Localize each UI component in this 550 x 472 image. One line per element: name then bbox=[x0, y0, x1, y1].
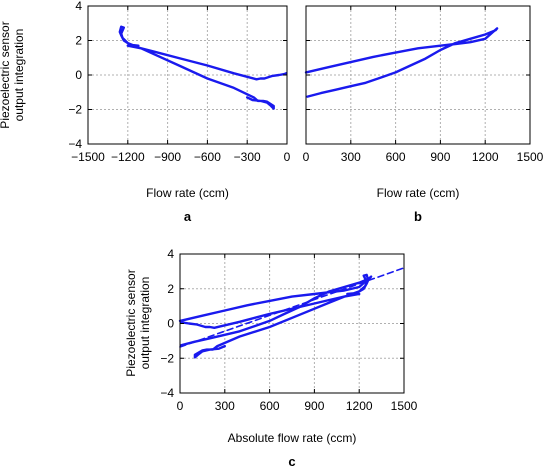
panel-c: 0 300 600 900 1200 1500 −4 −2 0 2 4 Absolute flow r… bbox=[124, 247, 418, 469]
x-tick-label: 300 bbox=[215, 399, 235, 413]
series-line bbox=[304, 27, 499, 98]
y-tick-label: 4 bbox=[75, 0, 82, 13]
x-tick-label: 900 bbox=[430, 150, 450, 164]
y-tick-label: 0 bbox=[75, 68, 82, 82]
x-tick-label: −1200 bbox=[111, 150, 145, 164]
y-tick-label: −2 bbox=[160, 351, 174, 365]
y-tick-label: 2 bbox=[75, 34, 82, 48]
x-axis-label: Flow rate (ccm) bbox=[377, 186, 460, 200]
x-tick-label: 300 bbox=[341, 150, 361, 164]
x-tick-label: 1500 bbox=[517, 150, 544, 164]
x-tick-label: 600 bbox=[386, 150, 406, 164]
x-tick-label: 1200 bbox=[472, 150, 499, 164]
y-tick-label: −2 bbox=[68, 103, 82, 117]
x-tick-label: 0 bbox=[303, 150, 310, 164]
x-tick-label: −900 bbox=[154, 150, 181, 164]
x-tick-label: 600 bbox=[260, 399, 280, 413]
y-axis-label-line: output integration bbox=[138, 277, 152, 370]
series-line bbox=[178, 275, 373, 347]
x-tick-label: −1500 bbox=[71, 150, 105, 164]
x-tick-label: 0 bbox=[177, 399, 184, 413]
x-tick-label: −600 bbox=[194, 150, 221, 164]
x-tick-label: 900 bbox=[304, 399, 324, 413]
panel-label: b bbox=[414, 209, 422, 224]
x-tick-label: 1500 bbox=[391, 399, 418, 413]
x-axis-label: Flow rate (ccm) bbox=[146, 186, 229, 200]
y-tick-label: −4 bbox=[160, 386, 174, 400]
x-tick-label: −300 bbox=[234, 150, 261, 164]
x-tick-label: 1200 bbox=[346, 399, 373, 413]
fit-line bbox=[179, 267, 405, 348]
y-tick-label: 2 bbox=[167, 282, 174, 296]
panel-a: −1500 −1200 −900 −600 −300 0 −4 −2 0 2 4 Flow rate … bbox=[0, 0, 291, 224]
y-axis-label-line: Piezoelectric sensor bbox=[124, 269, 138, 376]
y-tick-label: −4 bbox=[68, 137, 82, 151]
y-tick-label: 0 bbox=[167, 317, 174, 331]
y-axis-label-line: output integration bbox=[12, 29, 26, 122]
series-line bbox=[118, 25, 288, 110]
panel-b: 0 300 600 900 1200 1500 Flow rate (ccm) b bbox=[303, 5, 544, 224]
panel-label: c bbox=[288, 454, 295, 469]
y-axis-label: Piezoelectric sensoroutput integration bbox=[0, 21, 26, 128]
series-line bbox=[179, 273, 370, 359]
panel-label: a bbox=[184, 209, 192, 224]
y-axis-label-line: Piezoelectric sensor bbox=[0, 21, 12, 128]
x-axis-label: Absolute flow rate (ccm) bbox=[228, 431, 357, 445]
y-axis-label: Piezoelectric sensoroutput integration bbox=[124, 269, 152, 376]
x-tick-label: 0 bbox=[284, 150, 291, 164]
y-tick-label: 4 bbox=[167, 247, 174, 261]
